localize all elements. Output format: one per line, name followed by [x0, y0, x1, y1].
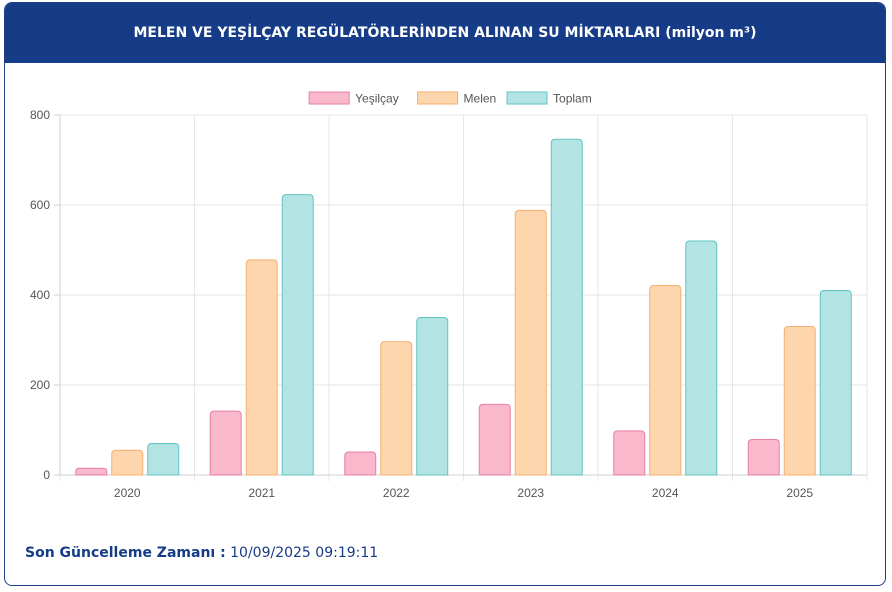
y-tick-label: 800: [30, 108, 50, 122]
bar-ye-il-ay-2023: [478, 403, 511, 476]
x-tick-label: 2023: [517, 486, 544, 500]
legend-swatch-0: [308, 91, 350, 105]
y-tick-label: 200: [30, 378, 50, 392]
bar-toplam-2021: [281, 194, 314, 476]
x-tick-label: 2021: [248, 486, 275, 500]
bar-chart: 0 200 400 600 800 2020 2021 2022 2023 2024 2025 Yeş…: [30, 91, 868, 500]
legend-label-0: Yeşilçay: [355, 92, 399, 106]
bar-melen-2021: [245, 259, 278, 476]
x-tick-label: 2024: [652, 486, 679, 500]
bar-melen-2022: [380, 341, 413, 476]
y-tick-label: 0: [43, 468, 50, 482]
bar-melen-2025: [783, 326, 816, 476]
last-update: Son Güncelleme Zamanı : 10/09/2025 09:19…: [25, 545, 378, 561]
bar-toplam-2024: [685, 240, 718, 476]
last-update-value: 10/09/2025 09:19:11: [230, 545, 379, 561]
bar-melen-2020: [111, 449, 144, 476]
chart-title: MELEN VE YEŞİLÇAY REGÜLATÖRLERİNDEN ALIN…: [133, 25, 757, 41]
bar-toplam-2025: [819, 290, 852, 476]
chart-area: 0 200 400 600 800 2020 2021 2022 2023 2024 2025 Yeş…: [5, 83, 885, 503]
bar-ye-il-ay-2022: [344, 451, 377, 476]
last-update-label: Son Güncelleme Zamanı :: [25, 545, 226, 561]
legend-label-2: Toplam: [553, 92, 592, 106]
x-tick-label: 2025: [786, 486, 813, 500]
legend-swatch-2: [506, 91, 548, 105]
chart-header: MELEN VE YEŞİLÇAY REGÜLATÖRLERİNDEN ALIN…: [5, 3, 885, 63]
x-tick-label: 2022: [383, 486, 410, 500]
x-tick-label: 2020: [114, 486, 141, 500]
bar-ye-il-ay-2025: [747, 438, 780, 476]
bar-toplam-2020: [147, 443, 180, 476]
bar-melen-2024: [649, 285, 682, 476]
bar-ye-il-ay-2024: [613, 430, 646, 476]
legend-label-1: Melen: [464, 92, 497, 106]
bar-ye-il-ay-2020: [75, 467, 108, 476]
bar-toplam-2023: [550, 138, 583, 476]
y-tick-label: 600: [30, 198, 50, 212]
chart-card: MELEN VE YEŞİLÇAY REGÜLATÖRLERİNDEN ALIN…: [4, 2, 886, 586]
bar-toplam-2022: [416, 317, 449, 476]
bar-ye-il-ay-2021: [209, 410, 242, 476]
y-tick-label: 400: [30, 288, 50, 302]
legend-swatch-1: [417, 91, 459, 105]
bar-melen-2023: [514, 209, 547, 476]
